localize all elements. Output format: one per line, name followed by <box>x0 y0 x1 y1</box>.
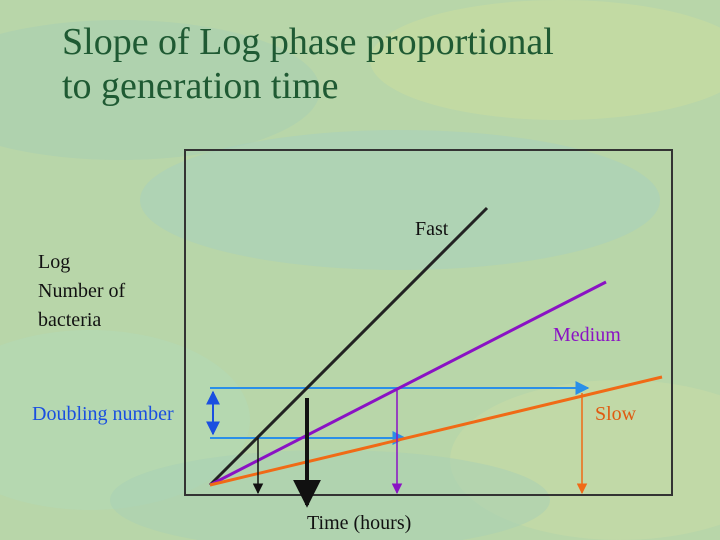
slide-title: Slope of Log phase proportional to gener… <box>62 20 702 108</box>
y-axis-label-line-3: bacteria <box>38 309 102 331</box>
plot-frame <box>184 149 673 496</box>
title-line-1: Slope of Log phase proportional <box>62 21 554 63</box>
series-line-fast <box>208 206 489 487</box>
series-line-medium <box>209 280 607 487</box>
title-line-2: to generation time <box>62 65 339 107</box>
x-axis-label: Time (hours) <box>307 512 412 534</box>
doubling-number-label: Doubling number <box>32 403 174 425</box>
y-axis-label-line-2: Number of <box>38 280 126 302</box>
series-label-medium: Medium <box>553 324 621 346</box>
y-axis-label: Log Number of bacteria <box>38 248 125 335</box>
series-label-fast: Fast <box>415 218 449 240</box>
y-axis-label-line-1: Log <box>38 251 71 273</box>
series-line-slow <box>209 375 663 487</box>
series-label-slow: Slow <box>595 403 637 425</box>
